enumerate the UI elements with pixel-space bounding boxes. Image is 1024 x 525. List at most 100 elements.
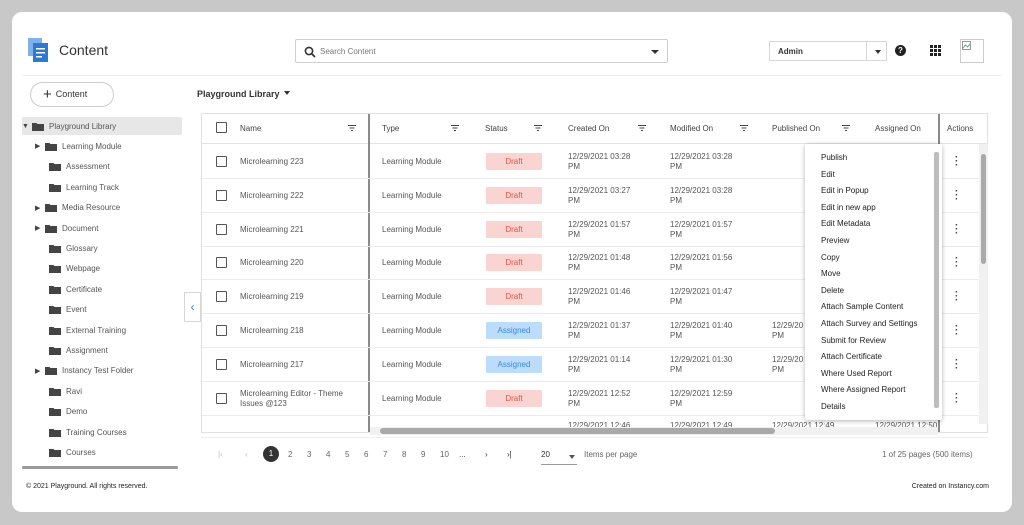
add-content-button[interactable]: + Content bbox=[30, 82, 114, 107]
table-row[interactable]: Microlearning 221 Learning Module Draft 12/… bbox=[202, 213, 987, 247]
page-number-button[interactable]: 3 bbox=[307, 450, 312, 459]
menu-item-attach-certificate[interactable]: Attach Certificate bbox=[821, 352, 882, 362]
content-name[interactable]: Microlearning 219 bbox=[240, 292, 304, 302]
tree-item[interactable]: ▶ Media Resource bbox=[35, 199, 120, 217]
table-row[interactable]: Microlearning 218 Learning Module Assigned… bbox=[202, 314, 987, 348]
kebab-menu-icon[interactable]: · · · bbox=[955, 321, 959, 340]
page-number-button[interactable]: 2 bbox=[288, 450, 293, 459]
tree-item[interactable]: Event bbox=[49, 301, 86, 319]
tree-item[interactable]: Assignment bbox=[49, 341, 108, 359]
page-number-button[interactable]: 7 bbox=[383, 450, 388, 459]
caret-right-icon[interactable]: ▶ bbox=[35, 143, 41, 151]
row-checkbox[interactable] bbox=[216, 156, 227, 167]
page-number-button[interactable]: 9 bbox=[421, 450, 426, 459]
page-number-button[interactable]: 8 bbox=[402, 450, 407, 459]
menu-item-attach-survey-and-settings[interactable]: Attach Survey and Settings bbox=[821, 319, 918, 328]
menu-item-details[interactable]: Details bbox=[821, 402, 846, 411]
caret-right-icon[interactable]: ▶ bbox=[35, 204, 41, 212]
grid-icon[interactable] bbox=[930, 45, 941, 56]
tree-item[interactable]: Training Courses bbox=[49, 423, 127, 441]
page-number-button[interactable]: 6 bbox=[364, 450, 369, 459]
content-name[interactable]: Microlearning 223 bbox=[240, 157, 304, 166]
scrollbar-thumb[interactable] bbox=[380, 428, 775, 434]
table-horizontal-scrollbar[interactable] bbox=[370, 427, 938, 435]
kebab-menu-icon[interactable]: · · · bbox=[955, 219, 959, 239]
scrollbar-thumb[interactable] bbox=[981, 154, 986, 264]
user-role-select[interactable]: Admin bbox=[769, 41, 887, 61]
row-checkbox[interactable] bbox=[216, 392, 227, 404]
column-header-type[interactable]: Type bbox=[382, 124, 400, 133]
column-header-created-on[interactable]: Created On bbox=[568, 124, 610, 133]
table-row[interactable]: Microlearning 222 Learning Module Draft 12/… bbox=[202, 179, 987, 213]
menu-item-submit-for-review[interactable]: Submit for Review bbox=[821, 335, 886, 345]
row-checkbox[interactable] bbox=[216, 325, 227, 336]
filter-icon[interactable] bbox=[842, 125, 850, 131]
row-checkbox[interactable] bbox=[216, 358, 227, 370]
content-name[interactable]: Microlearning 222 bbox=[240, 190, 304, 200]
kebab-menu-icon[interactable]: · · · bbox=[955, 388, 959, 408]
tree-item[interactable]: External Training bbox=[49, 321, 126, 339]
collapse-sidebar-button[interactable]: ‹ bbox=[184, 292, 201, 322]
row-checkbox[interactable] bbox=[216, 291, 227, 303]
column-resize-handle[interactable] bbox=[368, 114, 370, 432]
table-row[interactable]: Microlearning Editor - Theme Issues @123 L… bbox=[202, 382, 987, 416]
menu-item-edit-in-new-app[interactable]: Edit in new app bbox=[821, 202, 876, 212]
content-logo-icon[interactable] bbox=[28, 38, 48, 62]
filter-icon[interactable] bbox=[534, 125, 542, 131]
first-page-button[interactable]: |‹ bbox=[218, 450, 223, 459]
content-name[interactable]: Microlearning 218 bbox=[240, 326, 304, 335]
menu-item-preview[interactable]: Preview bbox=[821, 236, 850, 245]
tree-item[interactable]: Certificate bbox=[49, 280, 102, 298]
page-number-button[interactable]: 1 bbox=[263, 446, 279, 462]
page-number-button[interactable]: 5 bbox=[345, 450, 350, 459]
table-row[interactable]: Microlearning 223 Learning Module Draft 12/… bbox=[202, 145, 987, 179]
library-dropdown[interactable]: Playground Library bbox=[197, 89, 290, 99]
tree-item[interactable]: Assessment bbox=[49, 158, 110, 176]
kebab-menu-icon[interactable]: · · · bbox=[955, 253, 959, 273]
tree-item[interactable]: Ravi bbox=[49, 382, 82, 400]
content-name[interactable]: Microlearning 220 bbox=[240, 258, 304, 268]
search-box[interactable] bbox=[295, 39, 668, 63]
filter-icon[interactable] bbox=[451, 125, 459, 131]
menu-item-delete[interactable]: Delete bbox=[821, 285, 845, 295]
next-page-button[interactable]: › bbox=[485, 450, 488, 459]
menu-scrollbar[interactable] bbox=[934, 152, 939, 408]
kebab-menu-icon[interactable]: · · · bbox=[955, 287, 959, 307]
tree-item[interactable]: ▶ Instancy Test Folder bbox=[35, 362, 133, 380]
avatar[interactable] bbox=[960, 39, 984, 63]
menu-item-copy[interactable]: Copy bbox=[821, 252, 840, 262]
column-header-published-on[interactable]: Published On bbox=[772, 124, 821, 133]
tree-item[interactable]: Courses bbox=[49, 443, 96, 461]
table-vertical-scrollbar[interactable] bbox=[979, 144, 988, 424]
row-checkbox[interactable] bbox=[216, 189, 227, 201]
content-name[interactable]: Issues @123 bbox=[240, 398, 287, 408]
caret-right-icon[interactable]: ▶ bbox=[35, 225, 41, 232]
kebab-menu-icon[interactable]: · · · bbox=[955, 354, 959, 374]
search-dropdown-icon[interactable] bbox=[651, 50, 659, 54]
caret-down-icon[interactable]: ▼ bbox=[22, 122, 29, 130]
tree-item[interactable]: Learning Track bbox=[49, 178, 119, 196]
table-row[interactable]: Microlearning 220 Learning Module Draft 12/… bbox=[202, 246, 987, 281]
menu-item-edit-in-popup[interactable]: Edit in Popup bbox=[821, 186, 869, 196]
column-header-status[interactable]: Status bbox=[485, 124, 508, 133]
content-name[interactable]: Microlearning 221 bbox=[240, 224, 304, 234]
table-row[interactable]: Microlearning 219 Learning Module Draft 12/… bbox=[202, 280, 987, 315]
chevron-down-icon[interactable] bbox=[875, 50, 881, 54]
search-input[interactable] bbox=[320, 43, 640, 60]
tree-root-item[interactable]: ▼ Playground Library bbox=[22, 117, 182, 135]
content-name[interactable]: Microlearning Editor - Theme bbox=[240, 388, 344, 398]
column-header-name[interactable]: Name bbox=[240, 124, 262, 133]
menu-item-move[interactable]: Move bbox=[821, 269, 841, 279]
tree-item[interactable]: Webpage bbox=[49, 260, 100, 278]
kebab-menu-icon[interactable]: · · · bbox=[955, 152, 959, 171]
tree-item[interactable]: Demo bbox=[49, 403, 87, 421]
menu-item-where-used-report[interactable]: Where Used Report bbox=[821, 368, 892, 378]
last-page-button[interactable]: ›| bbox=[507, 450, 512, 459]
caret-right-icon[interactable]: ▶ bbox=[35, 367, 41, 375]
items-per-page-select[interactable]: 20 bbox=[541, 447, 577, 465]
menu-item-where-assigned-report[interactable]: Where Assigned Report bbox=[821, 385, 906, 395]
column-header-modified-on[interactable]: Modified On bbox=[670, 124, 714, 133]
column-header-assigned-on[interactable]: Assigned On bbox=[875, 124, 921, 133]
sidebar-scrollbar[interactable] bbox=[22, 466, 178, 469]
menu-item-edit[interactable]: Edit bbox=[821, 169, 835, 179]
